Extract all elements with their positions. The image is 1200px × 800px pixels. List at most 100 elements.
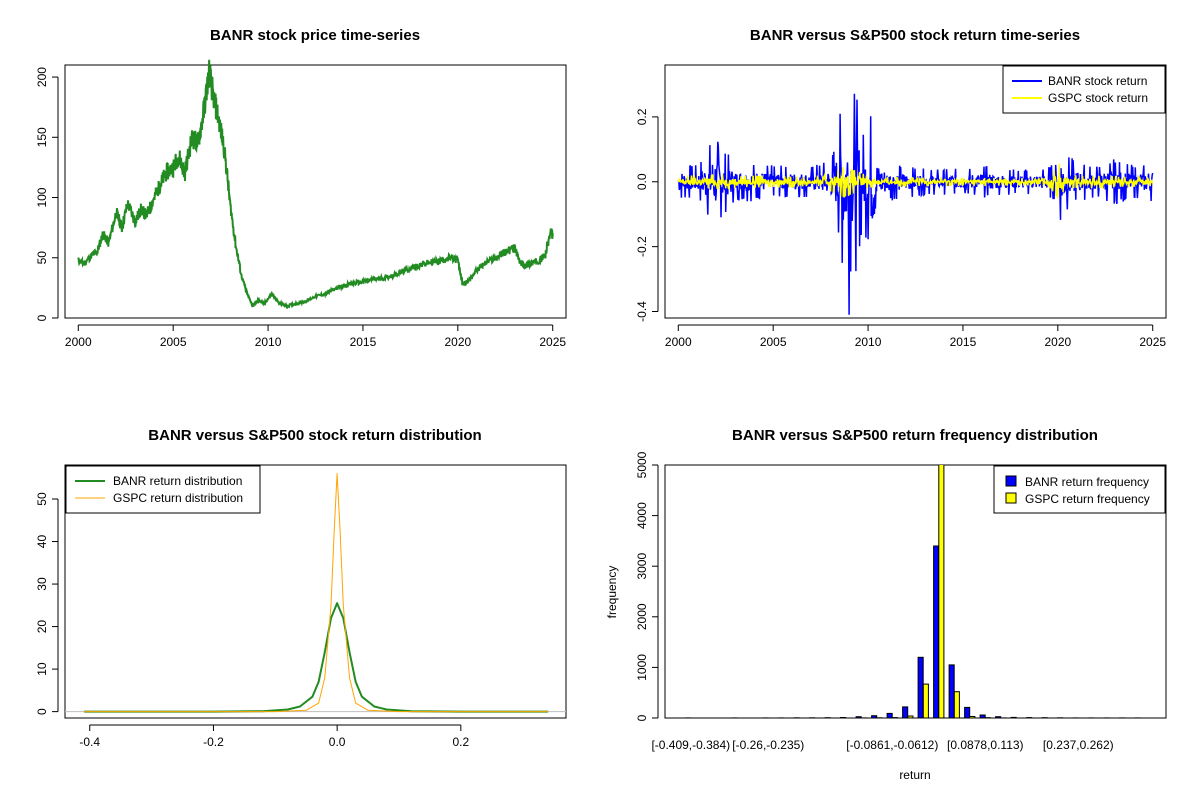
axes: -0.4 -0.2 0.0 0.2 0 10 20 30 40 50 (35, 492, 470, 749)
banr-frequency-bar (1041, 717, 1048, 718)
banr-return-line (677, 93, 1154, 315)
banr-density-line (84, 602, 549, 713)
x-tick-label: [0.0878,0.113) (947, 738, 1024, 752)
plot-frame (664, 464, 1167, 719)
histogram-bars (685, 465, 1146, 718)
x-tick-label: 2015 (350, 335, 377, 349)
banr-frequency-bar (1057, 717, 1064, 718)
banr-frequency-bar (948, 664, 955, 718)
chart-title: BANR versus S&P500 stock return distribu… (148, 427, 481, 444)
banr-frequency-bar (809, 717, 816, 718)
chart-title: BANR versus S&P500 stock return time-ser… (750, 27, 1080, 44)
y-tick-label: 50 (35, 492, 49, 506)
y-tick-label: 0.0 (635, 173, 649, 190)
bars (685, 465, 1146, 718)
plot-frame (64, 464, 567, 719)
series-lines (77, 59, 554, 310)
banr-frequency-bar (1088, 717, 1095, 718)
x-tick-label: [-0.409,-0.384) (651, 738, 730, 752)
gspc-frequency-bar (953, 691, 960, 718)
panel-return-frequency: BANR versus S&P500 return frequency dist… (605, 427, 1167, 782)
gspc-density-line (84, 473, 549, 713)
banr-frequency-bar (1072, 717, 1079, 718)
y-tick-label: 3000 (635, 553, 649, 580)
banr-frequency-bar (685, 717, 692, 718)
banr-frequency-bar (871, 715, 878, 718)
series-lines (677, 93, 1154, 315)
legend-label-gspc: GSPC return frequency (1025, 492, 1150, 506)
x-tick-label: 2015 (950, 335, 977, 349)
plot-frame (664, 64, 1167, 319)
legend: BANR stock return GSPC stock return (1002, 65, 1166, 114)
axes: 2000 2005 2010 2015 2020 2025 0 50 100 150 200 (35, 67, 566, 349)
y-tick-label: 30 (35, 577, 49, 591)
y-axis-label: frequency (605, 566, 619, 619)
gspc-frequency-bar (1000, 717, 1007, 718)
banr-frequency-bar (762, 717, 769, 718)
legend-box (993, 465, 1166, 514)
y-tick-label: 5000 (635, 451, 649, 478)
banr-frequency-bar (933, 545, 940, 718)
x-tick-label: 2020 (1044, 335, 1071, 349)
x-axis-label: return (899, 768, 930, 782)
legend: BANR return frequency GSPC return freque… (993, 465, 1166, 514)
banr-frequency-bar (886, 712, 893, 718)
banr-frequency-bar (731, 717, 738, 718)
banr-frequency-bar (778, 717, 785, 718)
x-tick-label: 2005 (160, 335, 187, 349)
y-tick-label: 0 (35, 314, 49, 321)
legend-swatch-gspc (1005, 492, 1017, 504)
banr-frequency-bar (995, 716, 1002, 718)
x-tick-label: [0.237,0.262) (1043, 738, 1114, 752)
y-tick-label: 0 (635, 714, 649, 721)
gspc-frequency-bar (922, 683, 929, 718)
legend-label-banr: BANR stock return (1048, 74, 1147, 88)
y-tick-label: 100 (35, 187, 49, 207)
x-tick-label: 2020 (444, 335, 471, 349)
banr-frequency-bar (793, 717, 800, 718)
banr-frequency-bar (824, 717, 831, 718)
banr-frequency-bar (1010, 716, 1017, 718)
plot-frame (64, 64, 567, 319)
legend-box (1002, 65, 1166, 114)
gspc-frequency-bar (969, 716, 976, 718)
series-lines (65, 473, 566, 713)
gspc-frequency-bar (876, 717, 883, 718)
axes: 2000 2005 2010 2015 2020 2025 -0.4 -0.2 0.0 0.2 (635, 108, 1166, 349)
x-tick-label: 2000 (665, 335, 692, 349)
y-tick-label: 0 (35, 708, 49, 715)
x-tick-label: 0.2 (453, 735, 470, 749)
panel-return-distribution: BANR versus S&P500 stock return distribu… (35, 427, 567, 749)
y-tick-label: 50 (35, 251, 49, 265)
x-tick-label: [-0.0861,-0.0612) (846, 738, 938, 752)
x-tick-label: 0.0 (329, 735, 346, 749)
gspc-frequency-bar (860, 717, 867, 718)
banr-frequency-bar (917, 656, 924, 718)
legend-label-gspc: GSPC stock return (1048, 91, 1148, 105)
legend-label-banr: BANR return distribution (113, 474, 242, 488)
y-tick-label: 40 (35, 535, 49, 549)
x-tick-label: 2025 (1139, 335, 1166, 349)
y-tick-label: 4000 (635, 502, 649, 529)
x-tick-label: 2010 (255, 335, 282, 349)
legend: BANR return distribution GSPC return dis… (65, 465, 261, 514)
x-tick-label: 2010 (855, 335, 882, 349)
legend-box (65, 465, 261, 514)
banr-price-line (77, 59, 554, 310)
x-tick-label: [-0.26,-0.235) (732, 738, 804, 752)
y-tick-label: 20 (35, 620, 49, 634)
panel-return-timeseries: BANR versus S&P500 stock return time-ser… (635, 27, 1167, 349)
banr-frequency-bar (979, 714, 986, 718)
legend-label-banr: BANR return frequency (1025, 475, 1149, 489)
y-tick-label: 200 (35, 67, 49, 87)
banr-frequency-bar (855, 716, 862, 718)
x-tick-label: 2005 (760, 335, 787, 349)
y-tick-label: 150 (35, 127, 49, 147)
gspc-frequency-bar (984, 717, 991, 718)
gspc-frequency-bar (907, 715, 914, 718)
gspc-frequency-bar (891, 717, 898, 718)
y-tick-label: -0.2 (635, 236, 649, 257)
y-tick-label: -0.4 (635, 301, 649, 322)
